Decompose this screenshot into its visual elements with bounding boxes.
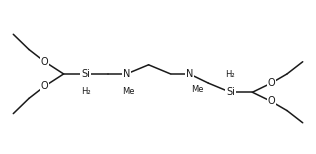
Text: O: O xyxy=(41,81,49,91)
Text: H₂: H₂ xyxy=(81,87,90,96)
Text: Si: Si xyxy=(81,69,90,79)
Text: Me: Me xyxy=(122,87,134,96)
Text: N: N xyxy=(186,69,193,79)
Text: H₂: H₂ xyxy=(226,70,235,79)
Text: O: O xyxy=(267,96,275,106)
Text: Me: Me xyxy=(191,85,204,94)
Text: O: O xyxy=(41,57,49,67)
Text: N: N xyxy=(123,69,130,79)
Text: O: O xyxy=(267,78,275,88)
Text: Si: Si xyxy=(226,87,235,97)
